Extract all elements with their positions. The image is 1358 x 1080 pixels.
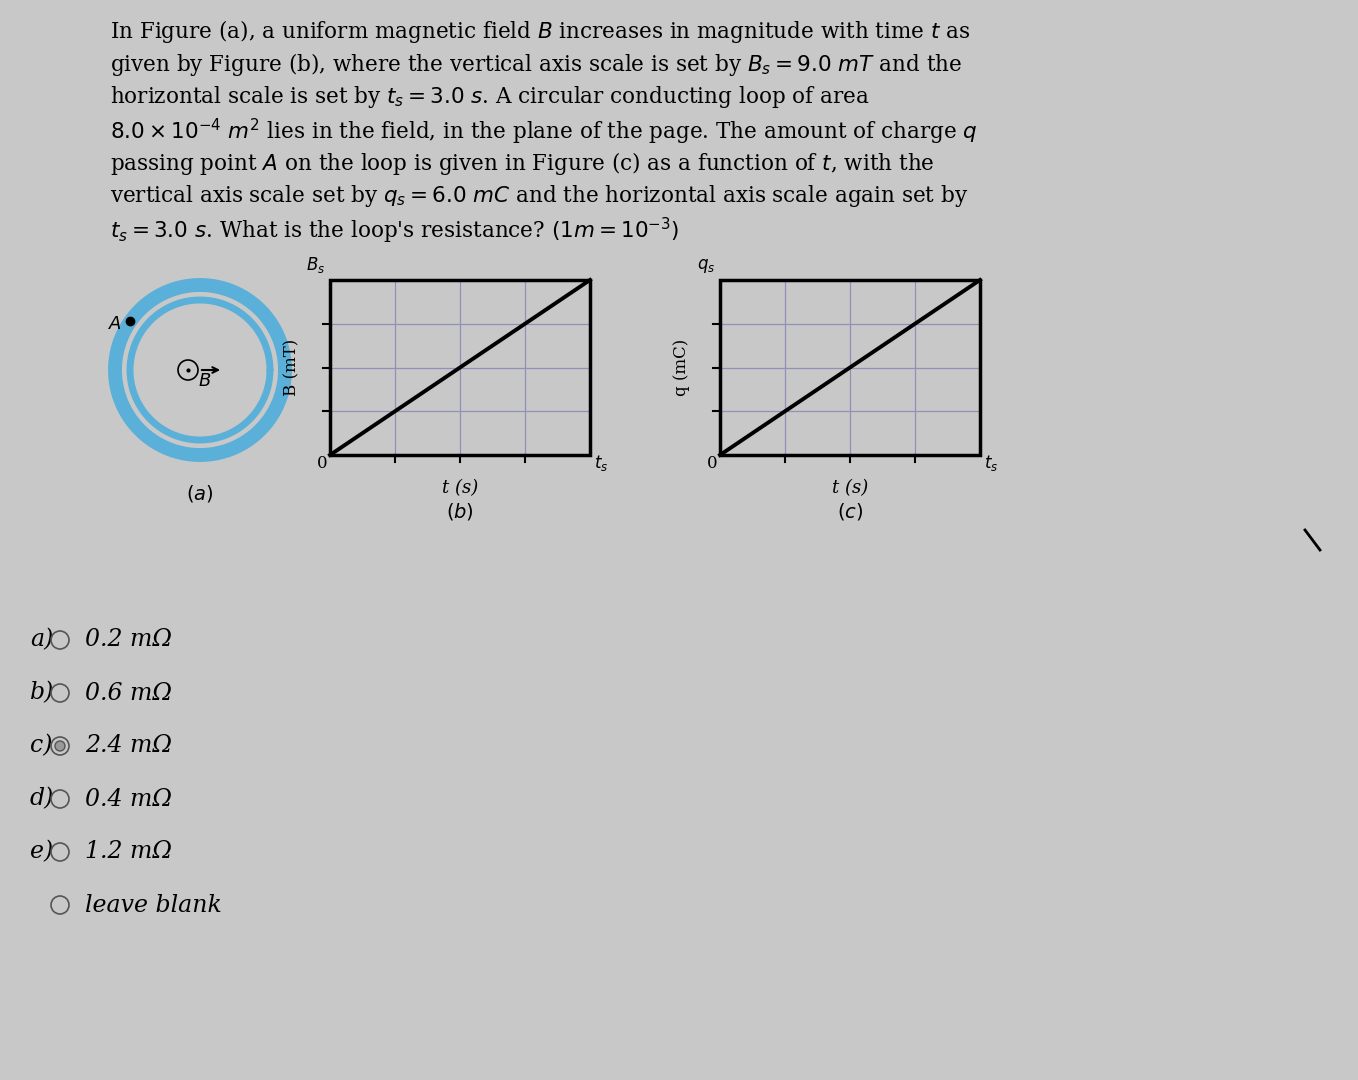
Text: horizontal scale is set by $t_s = 3.0\ s$. A circular conducting loop of area: horizontal scale is set by $t_s = 3.0\ s…: [110, 84, 869, 110]
Text: $(a)$: $(a)$: [186, 484, 213, 504]
Text: $A$: $A$: [109, 315, 122, 334]
Bar: [330, 280, 589, 455]
Text: t (s): t (s): [832, 480, 868, 497]
Text: 0.2 mΩ: 0.2 mΩ: [86, 629, 172, 651]
Text: $(c)$: $(c)$: [837, 500, 864, 522]
Circle shape: [56, 741, 65, 751]
Text: B (mT): B (mT): [284, 339, 300, 396]
Text: $(b)$: $(b)$: [445, 500, 474, 522]
Text: 0.4 mΩ: 0.4 mΩ: [86, 787, 172, 810]
Text: $q_s$: $q_s$: [697, 257, 716, 275]
Text: $B$: $B$: [198, 372, 212, 390]
Text: $t_s = 3.0\ s$. What is the loop's resistance? $(1m = 10^{-3})$: $t_s = 3.0\ s$. What is the loop's resis…: [110, 216, 679, 246]
Text: t (s): t (s): [441, 480, 478, 497]
Text: c): c): [30, 734, 53, 757]
Text: $B_s$: $B_s$: [306, 255, 325, 275]
Text: vertical axis scale set by $q_s = 6.0\ mC$ and the horizontal axis scale again s: vertical axis scale set by $q_s = 6.0\ m…: [110, 183, 968, 210]
Bar: [720, 280, 980, 455]
Text: 0.6 mΩ: 0.6 mΩ: [86, 681, 172, 704]
Text: leave blank: leave blank: [86, 893, 221, 917]
Text: 0: 0: [318, 455, 329, 472]
Text: e): e): [30, 840, 53, 864]
Text: a): a): [30, 629, 53, 651]
Text: given by Figure (b), where the vertical axis scale is set by $B_s = 9.0\ mT$ and: given by Figure (b), where the vertical …: [110, 51, 963, 78]
Text: $t_s$: $t_s$: [985, 453, 998, 473]
Text: q (mC): q (mC): [674, 339, 690, 396]
Text: passing point $A$ on the loop is given in Figure (c) as a function of $t$, with : passing point $A$ on the loop is given i…: [110, 150, 934, 177]
Text: $8.0 \times 10^{-4}\ m^2$ lies in the field, in the plane of the page. The amoun: $8.0 \times 10^{-4}\ m^2$ lies in the fi…: [110, 117, 978, 147]
Text: 2.4 mΩ: 2.4 mΩ: [86, 734, 172, 757]
Text: $t_s$: $t_s$: [593, 453, 608, 473]
Text: b): b): [30, 681, 54, 704]
Text: 1.2 mΩ: 1.2 mΩ: [86, 840, 172, 864]
Text: In Figure (a), a uniform magnetic field $B$ increases in magnitude with time $t$: In Figure (a), a uniform magnetic field …: [110, 18, 970, 45]
Text: d): d): [30, 787, 54, 810]
Text: 0: 0: [708, 455, 718, 472]
